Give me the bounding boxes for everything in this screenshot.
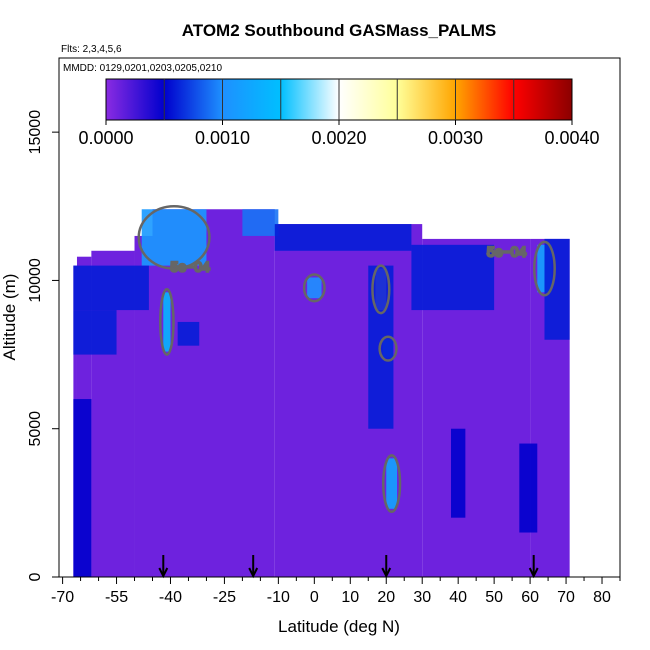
profile-marker-arrowhead <box>158 567 169 579</box>
domain-column <box>274 224 423 577</box>
x-tick-label: 40 <box>449 589 467 606</box>
dates-label: MMDD: 0129,0201,0203,0205,0210 <box>63 63 222 74</box>
contour-lines: 5e−04 5e−04 <box>137 205 556 514</box>
heatmap-cell <box>519 443 538 533</box>
x-axis-label: Latitude (deg N) <box>278 617 400 636</box>
heatmap-cell <box>386 458 398 509</box>
x-tick-label: 60 <box>521 589 539 606</box>
x-tick-label: 30 <box>413 589 431 606</box>
heatmap-cell <box>544 238 570 340</box>
x-axis: -70 -55 -40 -25 -10 0 10 20 30 40 50 60 70 80 <box>51 576 621 606</box>
domain-column <box>134 235 153 577</box>
heatmap-cell <box>411 244 495 311</box>
colorbar-tick-label: 0.0020 <box>311 128 366 148</box>
heatmap-cell <box>163 292 171 352</box>
contour-line <box>302 273 326 303</box>
heatmap-cells <box>73 209 570 577</box>
x-tick-label: -25 <box>213 589 236 606</box>
x-tick-label: -10 <box>267 589 290 606</box>
heatmap-cell <box>242 209 279 236</box>
profile-marker-arrowhead <box>528 567 539 579</box>
colorbar-tick-label: 0.0000 <box>78 128 133 148</box>
x-tick-label: 80 <box>593 589 611 606</box>
profile-markers <box>158 555 539 579</box>
colorbar: 0.0000 0.0010 0.0020 0.0030 0.0040 <box>78 78 600 148</box>
y-tick-label: 0 <box>27 572 44 581</box>
y-axis: 0 5000 10000 15000 <box>27 58 60 581</box>
contour-line <box>137 205 211 270</box>
heatmap-cell <box>307 277 322 299</box>
contour-line <box>159 288 175 356</box>
domain-column <box>152 209 275 577</box>
flights-label: Flts: 2,3,4,5,6 <box>61 44 122 55</box>
y-tick-label: 5000 <box>27 411 44 447</box>
x-tick-label: -55 <box>105 589 128 606</box>
contour-line <box>533 240 556 297</box>
x-tick-label: -70 <box>51 589 74 606</box>
x-tick-label: 10 <box>341 589 359 606</box>
profile-marker-arrowhead <box>381 567 392 579</box>
x-tick-label: 50 <box>485 589 503 606</box>
x-tick-label: 0 <box>310 589 319 606</box>
profile-marker-arrowhead <box>248 567 259 579</box>
y-tick-label: 15000 <box>27 110 44 155</box>
colorbar-tick-label: 0.0010 <box>195 128 250 148</box>
heatmap-cell <box>73 265 149 311</box>
contour-line <box>371 264 391 315</box>
heatmap-cell <box>141 209 207 266</box>
contour-label: 5e−04 <box>170 259 210 275</box>
x-tick-label: 20 <box>377 589 395 606</box>
heatmap-cell <box>274 224 412 251</box>
x-tick-label: 70 <box>557 589 575 606</box>
contour-line <box>382 454 402 514</box>
y-tick-label: 10000 <box>27 258 44 303</box>
colorbar-tick-label: 0.0030 <box>428 128 483 148</box>
x-tick-label: -40 <box>159 589 182 606</box>
contour-label: 5e−04 <box>487 244 527 260</box>
chart-title: ATOM2 Southbound GASMass_PALMS <box>182 21 497 40</box>
heatmap-cell <box>73 399 92 577</box>
heatmap-cell <box>177 321 200 346</box>
heatmap-cell <box>73 310 117 355</box>
heatmap-cell <box>450 428 466 518</box>
colorbar-tick-label: 0.0040 <box>544 128 599 148</box>
y-axis-label: Altitude (m) <box>0 274 19 361</box>
contour-line <box>378 335 398 362</box>
